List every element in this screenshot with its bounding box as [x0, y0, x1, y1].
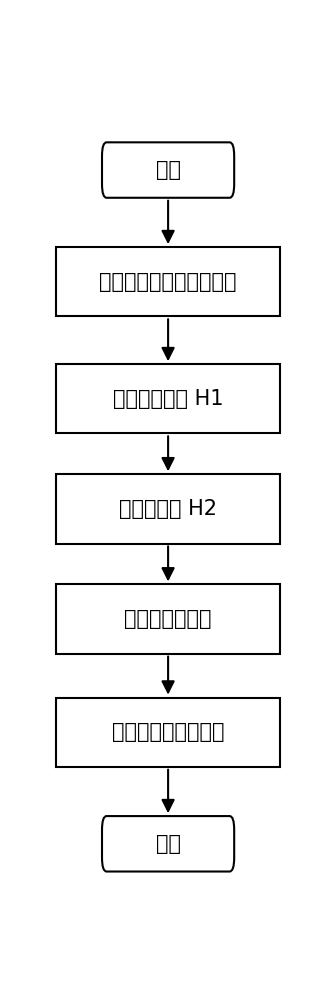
Bar: [56, 364, 280, 433]
Text: 构造滤波器 H2: 构造滤波器 H2: [119, 499, 217, 519]
Bar: [56, 698, 280, 767]
Text: 对回波信号补零: 对回波信号补零: [124, 609, 212, 629]
Bar: [56, 584, 280, 654]
Text: 完成: 完成: [155, 834, 181, 854]
Text: 开始: 开始: [155, 160, 181, 180]
Text: 构造补偿矩阵 H1: 构造补偿矩阵 H1: [113, 389, 223, 409]
Text: 计算各接收通道延迟时间: 计算各接收通道延迟时间: [99, 272, 237, 292]
Bar: [56, 474, 280, 544]
FancyBboxPatch shape: [102, 816, 234, 872]
Bar: [56, 247, 280, 316]
Text: 对回波信号滤波处理: 对回波信号滤波处理: [112, 722, 224, 742]
FancyBboxPatch shape: [102, 142, 234, 198]
